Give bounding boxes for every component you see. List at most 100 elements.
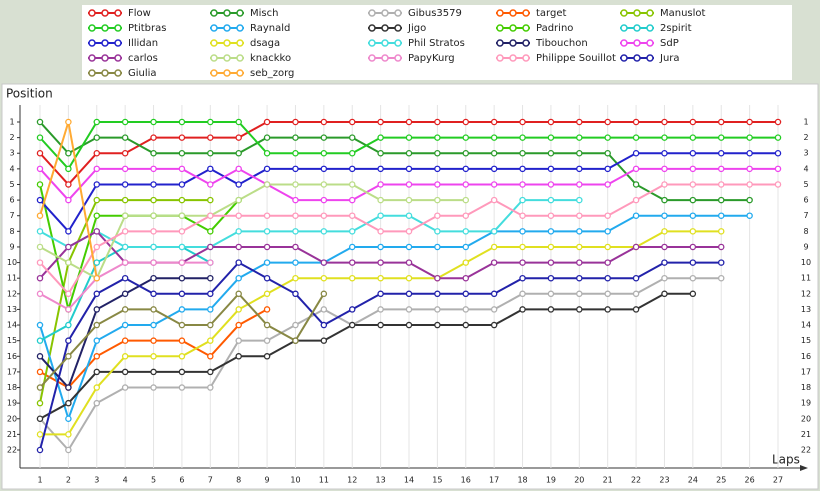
legend-marker [114,54,122,62]
series-point [65,259,72,266]
legend-marker [223,69,231,77]
series-point [207,321,214,329]
series-point [207,384,214,391]
series-point [462,118,470,126]
x-tick-label: 19 [546,476,556,485]
series-point [320,149,328,157]
series-point [576,274,583,282]
series-point [717,118,725,126]
series-point [547,149,555,157]
series-point [207,274,214,282]
series-point [292,149,299,157]
series-point [377,165,384,173]
series-point [235,274,242,282]
y-tick-label-right: 1 [803,118,808,127]
series-point [348,212,356,219]
legend-item: Misch [210,8,278,19]
series-point [65,118,72,126]
series-point [292,181,299,188]
series-point [604,228,611,235]
series-point [36,368,44,376]
legend-marker [88,9,96,17]
y-tick-label-right: 10 [801,258,811,267]
series-point [746,149,753,157]
series-point [576,243,583,251]
y-tick-label-right: 12 [801,289,811,298]
series-point [65,415,72,423]
series-point [292,321,299,329]
series-point [36,228,44,235]
series-point [93,149,101,157]
series-point [377,274,384,282]
series-point [547,118,555,126]
series-point [263,134,271,141]
series-point [547,306,555,313]
series-point [519,149,526,157]
y-tick-label-right: 7 [803,211,808,220]
legend-marker [522,54,530,62]
legend-marker [236,54,244,62]
x-tick-label: 26 [745,476,755,485]
series-point [93,196,101,204]
series-point [263,337,271,344]
legend-marker [381,54,389,62]
legend-marker [496,39,504,47]
series-point [490,181,498,188]
series-point [263,353,271,360]
series-point [632,134,640,141]
legend-item: SdP [620,38,679,49]
series-point [207,290,214,298]
legend-item: Raynald [210,23,290,34]
series-point [576,196,583,204]
series-point [519,306,526,313]
y-tick-label-right: 2 [803,133,808,142]
series-point [405,165,413,173]
legend-marker [88,39,96,47]
series-point [519,212,526,219]
legend-marker [368,39,376,47]
series-point [661,212,668,219]
series-point [632,181,640,188]
series-point [36,259,44,266]
series-point [36,118,44,126]
series-point [65,243,72,251]
legend-marker [646,39,654,47]
y-tick-label: 7 [9,211,14,220]
legend-label: Raynald [250,23,290,34]
series-point [434,181,441,188]
legend-item: 2spirit [620,23,692,34]
series-point [746,196,753,204]
legend-marker [210,54,218,62]
series-point [93,212,101,219]
legend-item: Tibouchon [496,38,588,49]
y-tick-label: 1 [9,118,14,127]
x-tick-label: 1 [37,476,42,485]
series-point [320,165,328,173]
series-point [150,243,157,251]
series-point [150,321,157,329]
legend-marker [101,69,109,77]
legend-item: seb_zorg [210,68,294,79]
legend-item: Ptitbras [88,23,166,34]
series-point [36,212,44,219]
series-point [121,321,129,329]
series-point [519,196,526,204]
series-point [150,212,157,219]
series-point [547,165,555,173]
series-point [121,243,129,251]
series-point [121,165,129,173]
series-point [36,337,44,344]
series-point [36,181,44,188]
series-point [434,134,441,141]
legend-label: Misch [250,8,278,19]
series-point [178,384,186,391]
series-point [547,290,555,298]
series-point [774,118,782,126]
legend-marker [394,24,402,32]
legend-marker [496,9,504,17]
legend-marker [88,24,96,32]
series-point [462,321,470,329]
series-point [235,149,242,157]
legend-item: Padrino [496,23,573,34]
y-tick-label: 8 [9,227,14,236]
